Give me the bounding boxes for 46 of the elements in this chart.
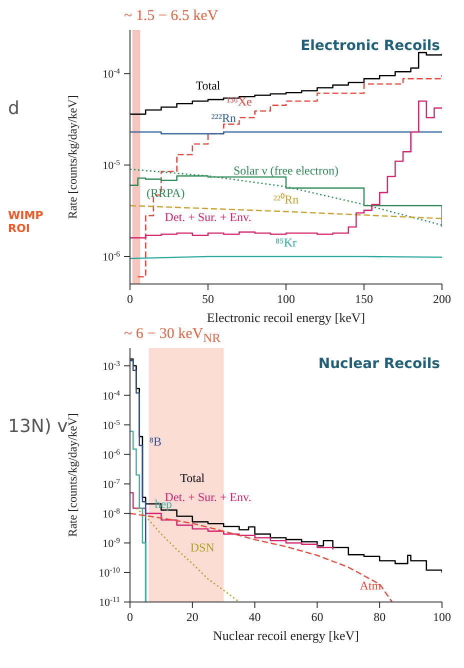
- annotation: Nuclear Recoils: [318, 356, 440, 372]
- y-tick-label: 10$^{-10}$: [98, 564, 120, 580]
- y-tick-label: 10$^{-4}$: [102, 388, 120, 402]
- x-tick-label: 80: [374, 610, 386, 624]
- x-tick-label: 50: [202, 292, 214, 306]
- series-label: (RRPA): [146, 186, 185, 200]
- series-label: ²²⁰Rn: [273, 192, 299, 207]
- x-tick-label: 60: [311, 610, 324, 624]
- y-axis-title: Rate [counts/kg/day/keV]: [65, 95, 80, 219]
- x-tick-label: 200: [433, 292, 451, 306]
- series-label: DSN: [190, 540, 215, 555]
- y-tick-label: 10$^{-7}$: [102, 476, 120, 491]
- x-tick-label: 150: [355, 292, 373, 306]
- y-tick-label: 10$^{-9}$: [102, 535, 120, 550]
- x-tick-label: 40: [248, 610, 261, 624]
- text: 13N) v: [8, 416, 68, 437]
- x-tick-label: 100: [433, 610, 451, 624]
- series-label: ²²²Rn: [211, 110, 236, 125]
- x-tick-label: 100: [277, 292, 295, 306]
- text: WIMP ROI: [8, 209, 44, 235]
- text: d: [8, 98, 20, 119]
- line-series: [130, 512, 393, 602]
- y-tick-label: 10$^{-6}$: [102, 248, 120, 264]
- series-label: Total: [196, 78, 221, 93]
- y-tick-label: 10$^{-3}$: [102, 358, 120, 373]
- series-label: ⁸⁵Kr: [275, 235, 297, 250]
- x-tick-label: 0: [127, 610, 133, 624]
- annotation: Electronic Recoils: [300, 38, 440, 54]
- band-label: ~ 6 − 30 keV$_{NR}$: [124, 326, 220, 345]
- series-label: Atm: [360, 578, 382, 592]
- x-axis-title: Electronic recoil energy [keV]: [206, 310, 366, 325]
- text: Total: [180, 470, 206, 485]
- y-tick-label: 10$^{-6}$: [102, 446, 120, 462]
- series-label: ⁸B: [149, 434, 162, 448]
- series-label: ¹³⁶Xe: [226, 94, 252, 109]
- x-tick-label: 20: [186, 610, 198, 624]
- x-tick-label: 0: [127, 292, 133, 306]
- y-tick-label: 10$^{-4}$: [102, 66, 120, 81]
- y-tick-label: 10$^{-5}$: [102, 158, 120, 172]
- y-tick-label: 10$^{-5}$: [102, 417, 120, 432]
- band-label: ~ 1.5 − 6.5 keV: [124, 8, 218, 24]
- series-label: Det. + Sur. + Env.: [164, 210, 252, 224]
- y-tick-label: 10$^{-8}$: [102, 506, 120, 520]
- x-axis-title: Nuclear recoil energy [keV]: [213, 628, 359, 643]
- y-tick-label: 10$^{-11}$: [99, 594, 120, 609]
- series-label: Solar ν (free electron): [233, 164, 339, 178]
